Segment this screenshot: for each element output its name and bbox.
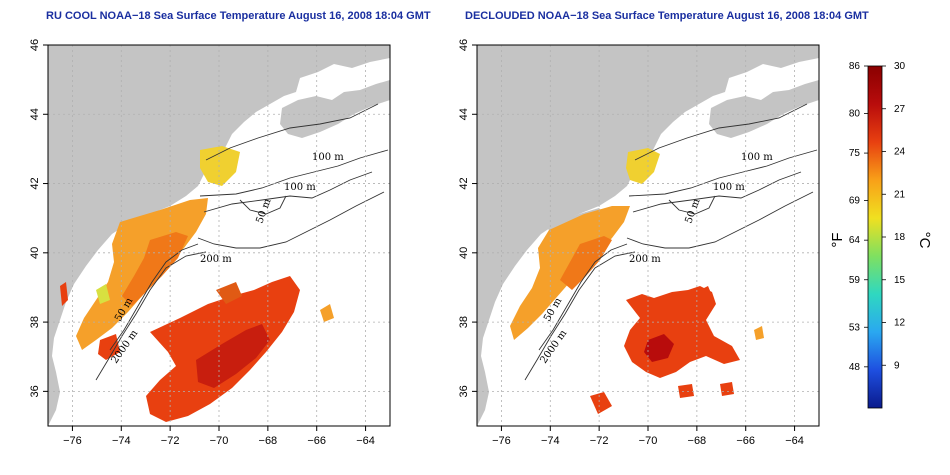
left-x-tick-label: −76	[63, 435, 82, 447]
left-land-coast	[48, 45, 390, 426]
left-sst-field	[60, 146, 334, 422]
right-axes: −76 −74 −72 −70 −68 −66 −64 36 38 40 42 44 46	[458, 39, 804, 447]
colorbar-celsius-unit: °C	[916, 232, 933, 249]
left-panel-title: RU COOL NOAA−18 Sea Surface Temperature …	[46, 10, 431, 22]
left-nova-scotia	[280, 80, 390, 138]
left-x-tick-label: −64	[356, 435, 375, 447]
colorbar-celsius-tick-label: 21	[894, 189, 906, 200]
left-axes: −76 −74 −72 −70 −68 −66 −64 36 38 40 42 44 46	[29, 39, 375, 447]
left-y-tick-label: 36	[29, 385, 41, 397]
left-y-tick-label: 42	[29, 177, 41, 189]
left-x-tick-label: −74	[112, 435, 131, 447]
colorbar-fahrenheit-tick-label: 64	[849, 235, 861, 246]
colorbar: 30 27 24 21 18 15 12 9 86 80 75 69 64 59 53 48 °F °C	[829, 61, 933, 409]
left-x-tick-label: −72	[161, 435, 180, 447]
colorbar-fahrenheit-tick-label: 48	[849, 362, 861, 373]
colorbar-fahrenheit-tick-label: 53	[849, 322, 861, 333]
colorbar-fahrenheit-unit: °F	[829, 232, 846, 247]
colorbar-celsius-tick-label: 24	[894, 147, 906, 158]
right-sst-field	[510, 148, 764, 414]
right-contour-label-100m-a: 100 m	[741, 152, 773, 163]
colorbar-celsius-tick-label: 30	[894, 61, 906, 72]
colorbar-celsius-tick-label: 12	[894, 318, 906, 329]
right-x-tick-label: −68	[688, 435, 707, 447]
right-bathymetry-contours	[524, 103, 818, 381]
left-contour-label-100m-a: 100 m	[312, 152, 344, 163]
right-y-tick-label: 44	[458, 108, 470, 120]
left-contour-label-100m-b: 100 m	[284, 182, 316, 193]
right-y-tick-label: 38	[458, 316, 470, 328]
colorbar-fahrenheit-tick-label: 75	[849, 148, 861, 159]
left-y-tick-label: 38	[29, 316, 41, 328]
right-y-tick-label: 40	[458, 247, 470, 259]
colorbar-celsius-tick-label: 18	[894, 232, 906, 243]
right-x-tick-label: −74	[541, 435, 560, 447]
left-x-tick-label: −66	[307, 435, 326, 447]
left-contour-label-200m: 200 m	[200, 254, 232, 265]
left-y-tick-label: 46	[29, 39, 41, 51]
right-map-panel: 100 m 100 m 50 m 200 m 50 m 2000 m −76 −7…	[458, 39, 820, 447]
right-contour-label-100m-b: 100 m	[713, 182, 745, 193]
colorbar-fahrenheit-tick-label: 86	[849, 61, 861, 72]
colorbar-fahrenheit-tick-label: 80	[849, 109, 861, 120]
right-y-tick-label: 46	[458, 39, 470, 51]
colorbar-celsius-tick-label: 27	[894, 104, 906, 115]
right-grid	[477, 45, 819, 426]
right-contour-label-200m: 200 m	[629, 254, 661, 265]
right-x-tick-label: −64	[785, 435, 804, 447]
colorbar-fahrenheit-tick-label: 69	[849, 196, 861, 207]
colorbar-celsius-tick-label: 15	[894, 275, 906, 286]
right-y-tick-label: 42	[458, 177, 470, 189]
colorbar-celsius-tick-label: 9	[894, 360, 900, 371]
right-nova-scotia	[709, 80, 819, 138]
right-land-coast	[477, 45, 819, 426]
right-x-tick-label: −72	[590, 435, 609, 447]
left-grid	[48, 45, 390, 426]
right-panel-title: DECLOUDED NOAA−18 Sea Surface Temperatur…	[465, 10, 869, 22]
right-x-tick-label: −66	[736, 435, 755, 447]
colorbar-ticks: 30 27 24 21 18 15 12 9 86 80 75 69 64 59 53 48	[849, 61, 906, 373]
right-x-tick-label: −70	[639, 435, 658, 447]
left-x-tick-label: −70	[210, 435, 229, 447]
left-y-tick-label: 40	[29, 247, 41, 259]
left-y-tick-label: 44	[29, 108, 41, 120]
colorbar-gradient	[867, 65, 883, 409]
left-bathymetry-contours	[95, 103, 389, 381]
right-x-tick-label: −76	[492, 435, 511, 447]
left-map-panel: 100 m 100 m 50 m 200 m 50 m 2000 m −76 −7…	[29, 39, 391, 447]
left-x-tick-label: −68	[259, 435, 278, 447]
colorbar-fahrenheit-tick-label: 59	[849, 275, 861, 286]
right-y-tick-label: 36	[458, 385, 470, 397]
